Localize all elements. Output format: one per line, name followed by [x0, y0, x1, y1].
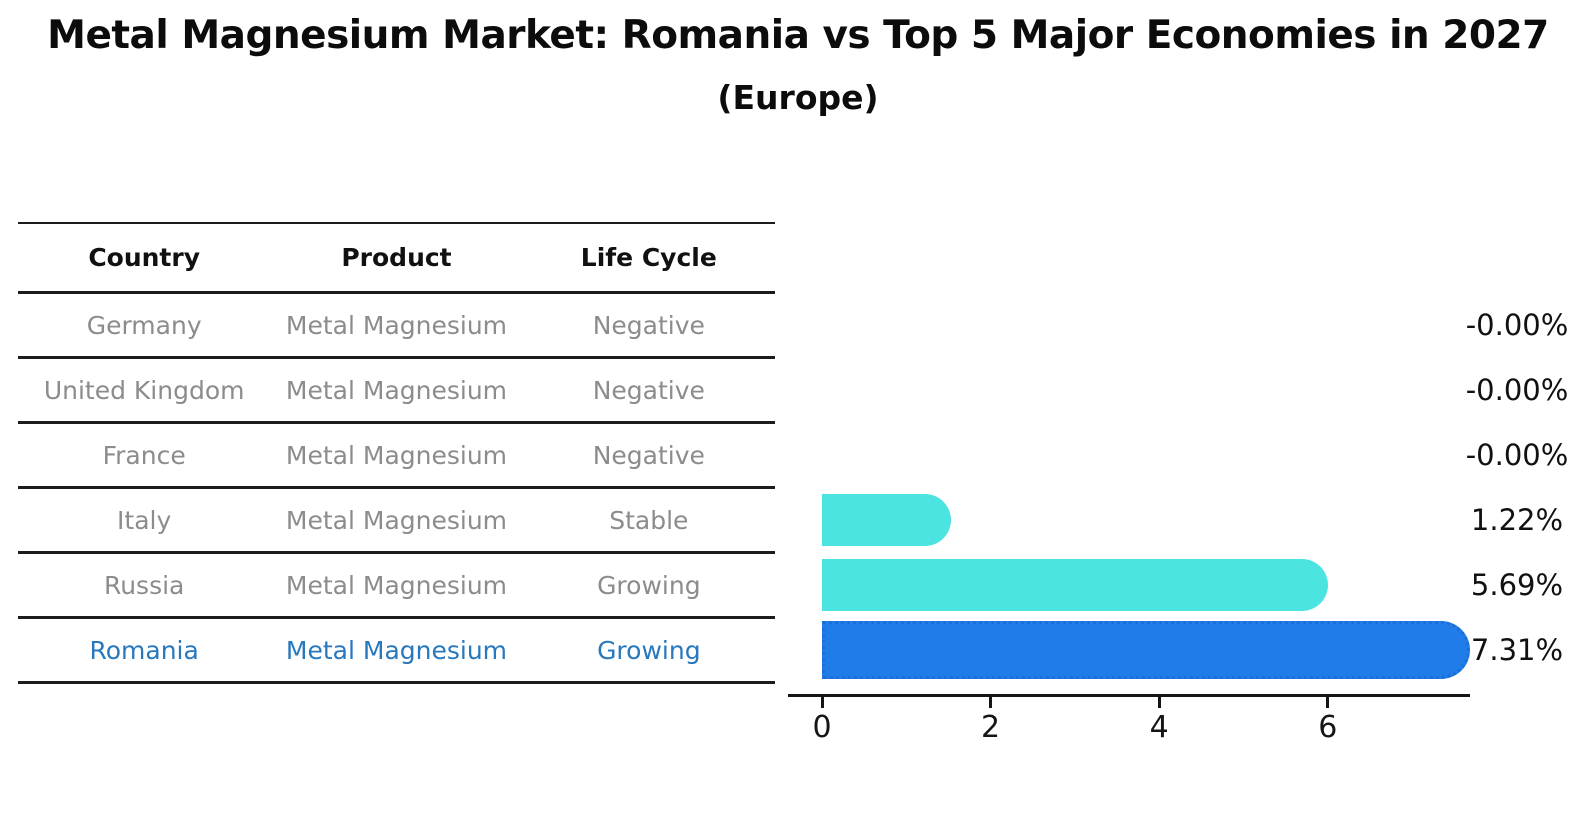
column-header-product: Product — [341, 243, 452, 272]
table-header-row: Country Product Life Cycle — [18, 224, 775, 294]
product-cell: Metal Magnesium — [285, 635, 508, 665]
country-cell: Romania — [89, 635, 199, 665]
value-label-united-kingdom: -0.00% — [1465, 373, 1569, 407]
table-row-united-kingdom: United Kingdom Metal Magnesium Negative — [18, 359, 775, 424]
life-cycle-cell: Growing — [597, 570, 701, 600]
x-tick-label-2: 2 — [981, 710, 1001, 745]
value-label-romania: 7.31% — [1470, 633, 1564, 667]
life-cycle-cell: Growing — [597, 635, 701, 665]
table-row-italy: Italy Metal Magnesium Stable — [18, 489, 775, 554]
country-cell: Russia — [103, 570, 185, 600]
table-row-france: France Metal Magnesium Negative — [18, 424, 775, 489]
bar-italy — [822, 494, 951, 546]
bar-russia — [822, 559, 1328, 611]
value-label-france: -0.00% — [1465, 438, 1569, 472]
product-cell: Metal Magnesium — [285, 440, 508, 470]
bar-romania — [822, 621, 1471, 679]
value-label-russia: 5.69% — [1470, 568, 1564, 602]
country-cell: United Kingdom — [43, 375, 245, 405]
x-tick-6 — [1326, 697, 1330, 708]
x-tick-2 — [989, 697, 993, 708]
x-axis-line — [788, 694, 1470, 697]
life-cycle-cell: Negative — [592, 375, 705, 405]
product-cell: Metal Magnesium — [285, 375, 508, 405]
table-row-romania: Romania Metal Magnesium Growing — [18, 619, 775, 684]
country-cell: Italy — [117, 505, 172, 535]
value-label-germany: -0.00% — [1465, 308, 1569, 342]
country-table: Country Product Life Cycle Germany Metal… — [18, 222, 775, 684]
table-row-russia: Russia Metal Magnesium Growing — [18, 554, 775, 619]
life-cycle-cell: Negative — [592, 440, 705, 470]
x-tick-label-0: 0 — [812, 710, 832, 745]
product-cell: Metal Magnesium — [285, 505, 508, 535]
column-header-life-cycle: Life Cycle — [580, 243, 717, 272]
country-cell: Germany — [86, 310, 202, 340]
column-header-country: Country — [88, 243, 201, 272]
life-cycle-cell: Stable — [609, 505, 689, 535]
value-label-italy: 1.22% — [1470, 503, 1564, 537]
x-tick-4 — [1157, 697, 1161, 708]
chart-subtitle: (Europe) — [717, 78, 879, 117]
x-tick-0 — [820, 697, 824, 708]
x-tick-label-4: 4 — [1149, 710, 1169, 745]
product-cell: Metal Magnesium — [285, 310, 508, 340]
life-cycle-cell: Negative — [592, 310, 705, 340]
chart-title: Metal Magnesium Market: Romania vs Top 5… — [47, 13, 1549, 58]
product-cell: Metal Magnesium — [285, 570, 508, 600]
table-row-germany: Germany Metal Magnesium Negative — [18, 294, 775, 359]
country-cell: France — [102, 440, 186, 470]
x-tick-label-6: 6 — [1318, 710, 1338, 745]
